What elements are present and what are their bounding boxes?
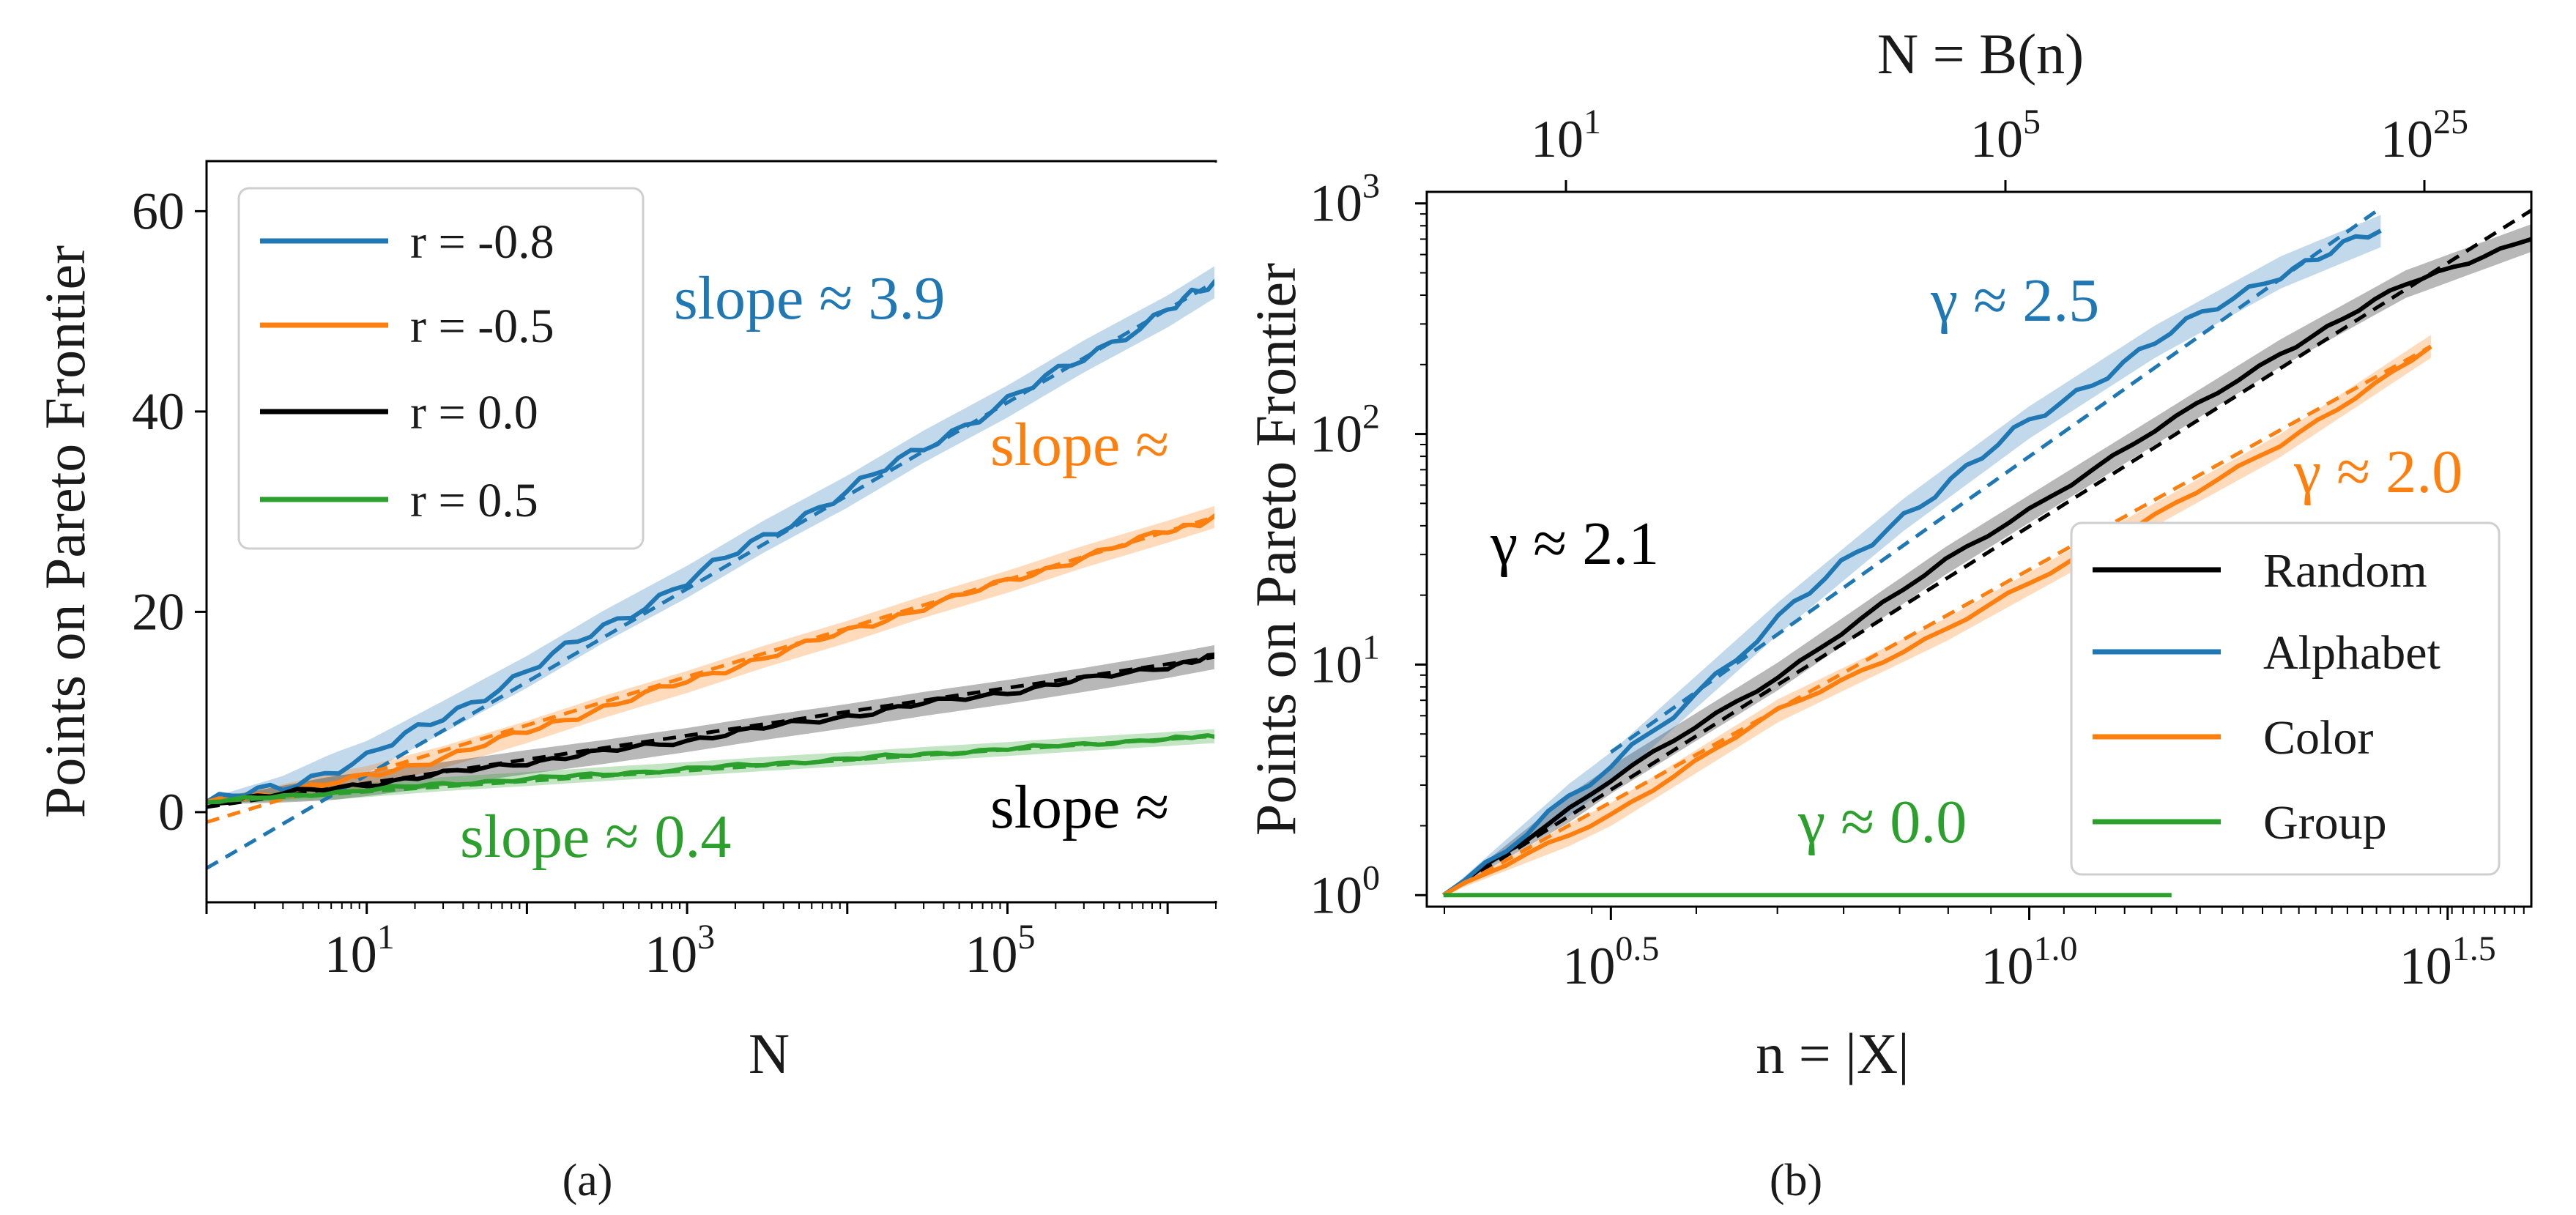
b-y-tick-label-2: 102 <box>1310 398 1380 464</box>
b-fit-line-2 <box>1442 344 2432 897</box>
b-top-x-ticks: 101 105 1025 <box>1531 103 2468 192</box>
a-y-tick-label-2: 40 <box>132 382 185 441</box>
caption-b: (b) <box>1770 1156 1822 1205</box>
a-annotation-green: slope ≈ 0.4 <box>460 803 731 871</box>
b-top-x-axis-label: N = B(n) <box>1877 22 2084 86</box>
b-annotation-orange: γ ≈ 2.0 <box>2293 438 2462 506</box>
a-x-tick-label-1: 103 <box>645 918 715 984</box>
a-legend-label-1: r = -0.5 <box>410 300 554 353</box>
b-plot-frame <box>1425 190 2533 908</box>
a-x-ticks: 101 103 105 <box>205 902 1217 984</box>
b-legend-label-2: Color <box>2263 711 2373 765</box>
a-frame-cover-right <box>1214 163 1219 901</box>
b-y-ticks: 100 101 102 103 <box>1310 167 1427 924</box>
b-legend-box <box>2070 521 2501 876</box>
b-series-line-0 <box>1442 237 2532 897</box>
b-confidence-bands <box>1443 215 2531 896</box>
b-series-lines <box>1442 206 2533 898</box>
a-y-tick-label-1: 20 <box>132 582 185 641</box>
a-x-tick-label-0: 101 <box>324 918 395 984</box>
b-x-tick-label-0: 100.5 <box>1562 929 1659 995</box>
b-x-tick-label-2: 101.5 <box>2399 929 2496 995</box>
a-legend-label-2: r = 0.0 <box>410 386 538 439</box>
a-series-line-2 <box>206 652 1217 806</box>
b-x-tick-label-1: 101.0 <box>1981 929 2078 995</box>
b-top-tick-label-0: 101 <box>1531 103 1601 168</box>
a-y-axis-label: Points on Pareto Frontier <box>33 245 97 818</box>
b-top-tick-label-2: 1025 <box>2380 103 2468 168</box>
b-band-0 <box>1443 224 2531 896</box>
a-series-line-1 <box>206 513 1217 805</box>
b-legend-label-3: Group <box>2263 796 2387 850</box>
b-legend-label-1: Alphabet <box>2263 626 2440 680</box>
b-y-tick-label-1: 101 <box>1310 628 1380 694</box>
a-y-tick-label-3: 60 <box>132 182 185 240</box>
a-fit-line-2 <box>206 655 1217 809</box>
b-y-tick-label-0: 100 <box>1310 858 1380 924</box>
a-annotation-blue: slope ≈ 3.9 <box>674 264 945 332</box>
b-fit-line-1 <box>1609 206 2382 754</box>
a-legend: r = -0.8 r = -0.5 r = 0.0 r = 0.5 <box>237 187 645 550</box>
a-annotation-black: slope ≈ <box>990 773 1169 841</box>
a-legend-label-3: r = 0.5 <box>410 474 538 527</box>
a-fit-line-0 <box>205 279 1217 870</box>
b-fit-line-0 <box>1442 209 2533 897</box>
a-legend-label-0: r = -0.8 <box>410 215 554 269</box>
a-y-ticks: 0 20 40 60 <box>132 182 207 841</box>
b-legend: Random Alphabet Color Group <box>2070 521 2501 876</box>
b-annotation-blue: γ ≈ 2.5 <box>1930 267 2099 335</box>
a-y-tick-label-0: 0 <box>158 783 185 841</box>
b-band-2 <box>1443 335 2431 896</box>
b-legend-label-0: Random <box>2263 544 2427 598</box>
b-series-line-1 <box>1442 228 2382 897</box>
b-y-tick-label-3: 103 <box>1310 167 1380 233</box>
b-annotation-green: γ ≈ 0.0 <box>1797 788 1967 856</box>
a-series-lines <box>205 278 1218 870</box>
b-series-line-2 <box>1442 344 2432 897</box>
a-x-axis-label: N <box>749 1022 790 1085</box>
chart-panel-a: 0 20 40 60 101 103 105 N Points on Pareto Fro… <box>33 160 1219 1205</box>
a-annotation-orange: slope ≈ <box>990 411 1169 479</box>
caption-a: (a) <box>563 1156 613 1205</box>
b-top-tick-label-1: 105 <box>1970 103 2041 168</box>
b-y-axis-label: Points on Pareto Frontier <box>1244 263 1307 836</box>
b-annotation-black: γ ≈ 2.1 <box>1490 510 1659 578</box>
a-fit-line-3 <box>206 734 1217 804</box>
b-band-1 <box>1443 215 2381 896</box>
a-x-tick-label-2: 105 <box>965 918 1035 984</box>
b-x-axis-label: n = |X| <box>1756 1022 1909 1085</box>
a-band-2 <box>207 644 1216 805</box>
a-legend-box <box>237 187 645 550</box>
b-x-ticks: 100.5 101.0 101.5 <box>1444 907 2525 995</box>
